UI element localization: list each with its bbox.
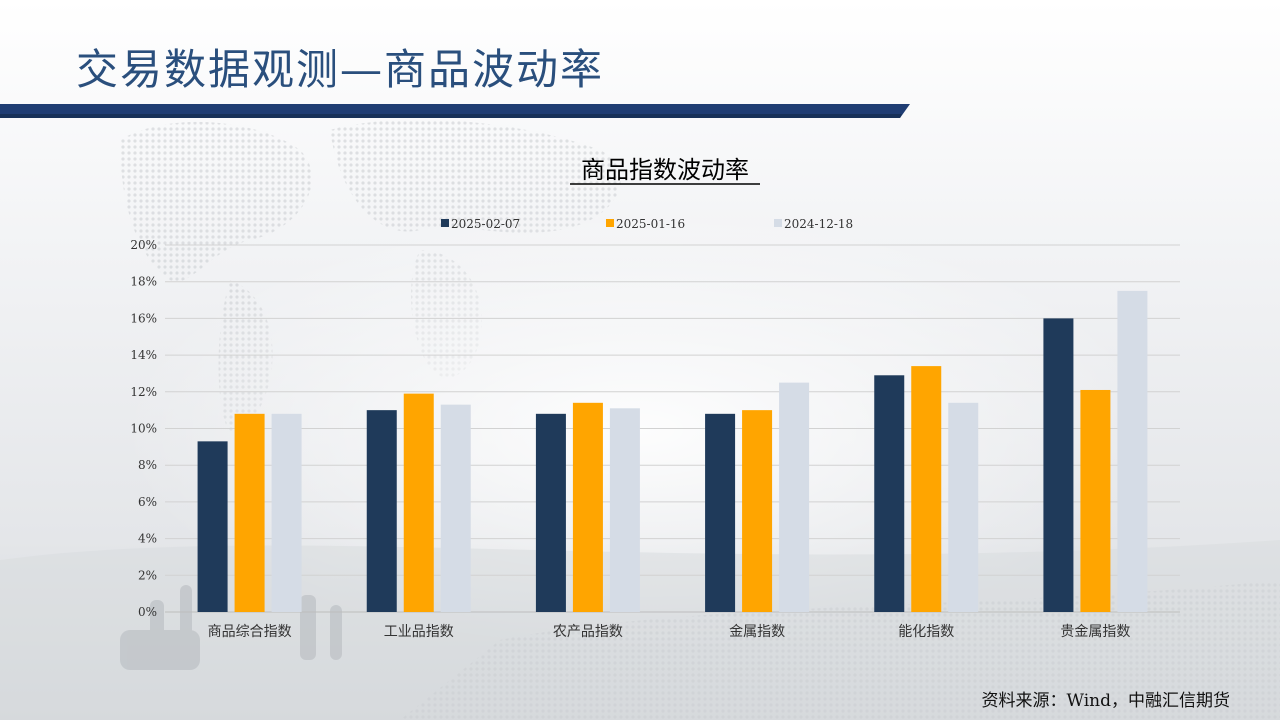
bar-3-0 (705, 413, 736, 612)
source-note: 资料来源：Wind，中融汇信期货 (981, 691, 1230, 711)
legend-swatch (774, 219, 782, 227)
bar-1-0 (366, 410, 397, 612)
y-tick-label: 4% (138, 532, 157, 546)
y-tick-label: 16% (130, 311, 157, 325)
x-axis-ticks: 商品综合指数 工业品指数 农产品指数 金属指数 能化指数 贵金属指数 (208, 624, 1131, 640)
bar-2-0 (535, 413, 566, 612)
bar-2-2 (609, 408, 640, 612)
bar-1-2 (440, 404, 471, 612)
x-tick-label: 农产品指数 (553, 624, 623, 640)
bar-0-0 (197, 441, 228, 612)
background-silhouettes (120, 585, 342, 670)
chart-legend: 2025-02-07 2025-01-16 2024-12-18 (441, 217, 853, 231)
bar-5-2 (1117, 290, 1148, 612)
y-tick-label: 10% (130, 422, 157, 436)
legend-swatch (606, 219, 614, 227)
x-tick-label: 能化指数 (898, 624, 954, 640)
chart-bars (197, 290, 1148, 612)
y-tick-label: 12% (130, 385, 157, 399)
y-tick-label: 6% (138, 495, 157, 509)
y-tick-label: 2% (138, 568, 157, 582)
x-tick-label: 贵金属指数 (1060, 624, 1130, 640)
y-axis-ticks: 0% 2% 4% 6% 8% 10% 12% 14% 16% 18% 20% (130, 238, 157, 619)
y-tick-label: 14% (130, 348, 157, 362)
chart-title: 商品指数波动率 (581, 156, 749, 184)
bar-1-1 (403, 393, 434, 612)
bar-4-1 (911, 366, 942, 612)
bar-3-2 (779, 382, 810, 612)
slide-title: 交易数据观测—商品波动率 (76, 45, 605, 94)
y-tick-label: 0% (138, 605, 157, 619)
x-tick-label: 金属指数 (729, 624, 785, 640)
bar-2-1 (572, 402, 603, 612)
y-tick-label: 18% (130, 275, 157, 289)
bar-5-0 (1043, 318, 1074, 612)
bar-0-2 (271, 413, 302, 612)
chart-gridlines (165, 244, 1180, 613)
bar-3-1 (742, 410, 773, 612)
bar-0-1 (234, 413, 265, 612)
bar-4-2 (948, 402, 979, 612)
title-underline-bar (0, 104, 910, 118)
legend-label: 2025-02-07 (451, 217, 520, 231)
y-tick-label: 20% (130, 238, 157, 252)
y-tick-label: 8% (138, 458, 157, 472)
legend-swatch (441, 219, 449, 227)
bar-4-0 (874, 375, 905, 612)
x-tick-label: 工业品指数 (384, 624, 454, 640)
legend-label: 2024-12-18 (784, 217, 853, 231)
background-mesh (400, 580, 1280, 720)
legend-label: 2025-01-16 (616, 217, 685, 231)
bar-5-1 (1080, 389, 1111, 612)
x-tick-label: 商品综合指数 (208, 624, 292, 640)
